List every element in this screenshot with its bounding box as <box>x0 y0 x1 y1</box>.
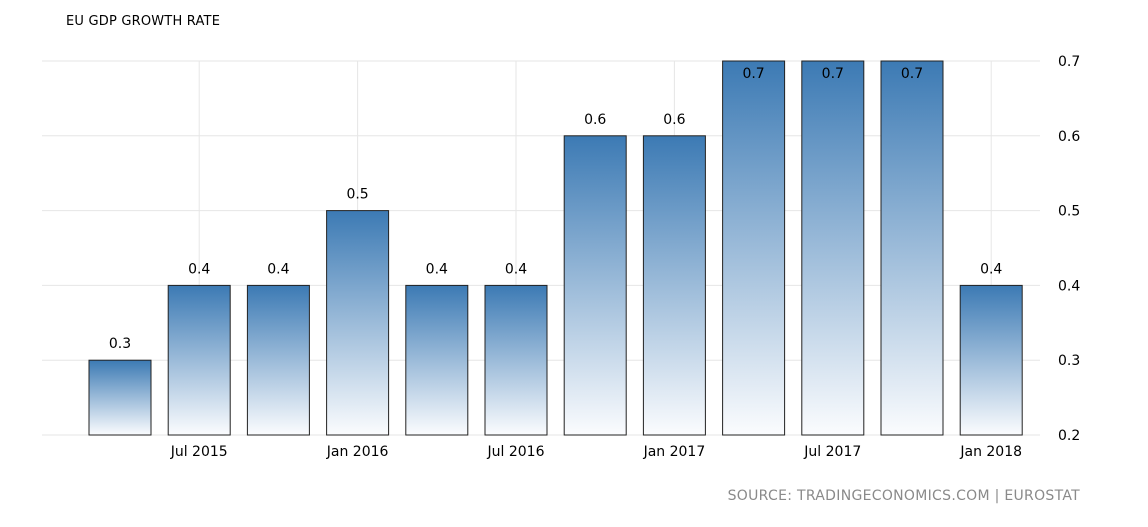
bar <box>722 60 786 436</box>
bar-value-label: 0.4 <box>267 261 289 277</box>
bar <box>642 135 706 436</box>
y-axis-ticks: 0.2 0.3 0.4 0.5 0.6 0.7 <box>1058 54 1080 444</box>
x-tick-label: Jan 2018 <box>959 444 1022 460</box>
x-tick-label: Jul 2016 <box>487 444 545 460</box>
bar-value-label: 0.7 <box>901 66 923 82</box>
bar-value-label: 0.7 <box>742 66 764 82</box>
bar <box>484 284 548 436</box>
bar-value-label: 0.6 <box>663 112 685 128</box>
bar <box>326 210 390 436</box>
y-tick-label: 0.7 <box>1058 54 1080 70</box>
x-axis-ticks: Jul 2015 Jan 2016 Jul 2016 Jan 2017 Jul 2017… <box>170 444 1022 460</box>
y-tick-label: 0.2 <box>1058 428 1080 444</box>
y-tick-label: 0.5 <box>1058 204 1080 220</box>
bar <box>563 135 627 436</box>
bar-value-label: 0.4 <box>426 261 448 277</box>
bar-value-label: 0.4 <box>505 261 527 277</box>
bars <box>88 60 1023 436</box>
bar <box>959 284 1023 436</box>
source-note: SOURCE: TRADINGECONOMICS.COM | EUROSTAT <box>727 488 1080 504</box>
bar-value-label: 0.4 <box>980 261 1002 277</box>
bar <box>167 284 231 436</box>
x-tick-label: Jul 2015 <box>170 444 228 460</box>
bar-value-label: 0.5 <box>346 187 368 203</box>
x-tick-label: Jul 2017 <box>803 444 861 460</box>
data-labels: 0.3 0.4 0.4 0.5 0.4 0.4 0.6 0.6 0.7 0.7 0.7 0.4 <box>109 66 1003 352</box>
y-tick-label: 0.3 <box>1058 353 1080 369</box>
bar-value-label: 0.7 <box>822 66 844 82</box>
bar-value-label: 0.6 <box>584 112 606 128</box>
bar-value-label: 0.4 <box>188 261 210 277</box>
bar-value-label: 0.3 <box>109 336 131 352</box>
bar <box>801 60 865 436</box>
x-tick-label: Jan 2016 <box>326 444 389 460</box>
bar <box>405 284 469 436</box>
bar <box>246 284 310 436</box>
y-tick-label: 0.6 <box>1058 129 1080 145</box>
bar <box>88 359 152 436</box>
y-tick-label: 0.4 <box>1058 278 1080 294</box>
chart-title: EU GDP GROWTH RATE <box>66 14 221 29</box>
bar <box>880 60 944 436</box>
x-tick-label: Jan 2017 <box>643 444 706 460</box>
